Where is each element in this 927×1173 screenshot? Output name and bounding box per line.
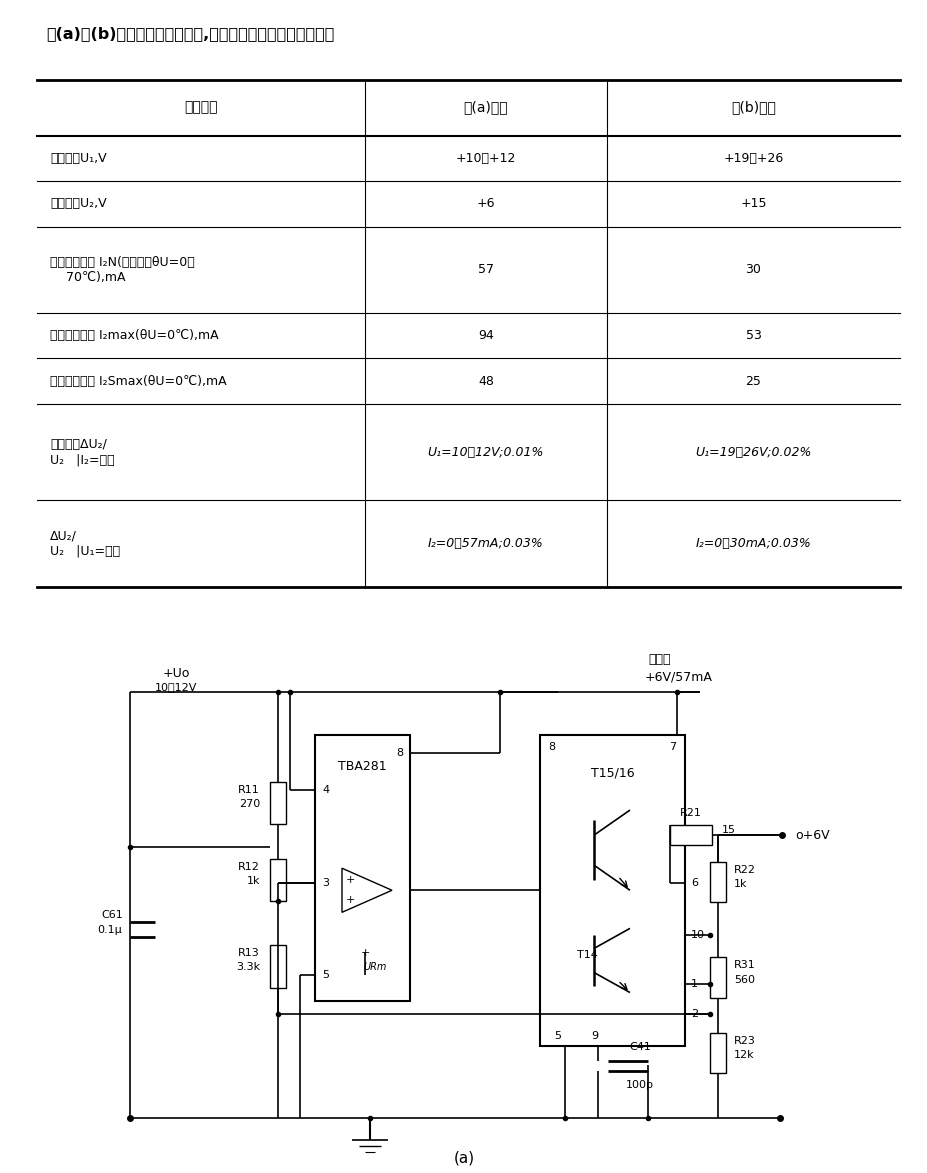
- Text: 10: 10: [691, 930, 705, 941]
- Text: 9: 9: [590, 1031, 598, 1040]
- Text: (a): (a): [453, 1151, 474, 1166]
- Text: +: +: [345, 875, 354, 886]
- Bar: [270, 782, 286, 825]
- Text: 3: 3: [322, 879, 329, 888]
- Bar: [709, 957, 725, 997]
- Text: 额定输出电流 I₂N(环境温度θU=0～
    70℃),mA: 额定输出电流 I₂N(环境温度θU=0～ 70℃),mA: [50, 256, 195, 284]
- Text: R11: R11: [238, 785, 260, 795]
- Text: 270: 270: [238, 799, 260, 809]
- Text: o+6V: o+6V: [794, 828, 829, 842]
- Text: I₂=0～57mA;0.03%: I₂=0～57mA;0.03%: [427, 537, 543, 550]
- Text: 4: 4: [322, 785, 329, 795]
- Text: 图(a)电路: 图(a)电路: [464, 101, 508, 115]
- Text: 图(a)和(b)示出两个类似的电路,其主要技术数据如下表所示。: 图(a)和(b)示出两个类似的电路,其主要技术数据如下表所示。: [45, 26, 334, 41]
- Text: 57: 57: [477, 263, 493, 277]
- Text: 最大短路电流 I₂Smax(θU=0℃),mA: 最大短路电流 I₂Smax(θU=0℃),mA: [50, 374, 226, 388]
- Text: 53: 53: [744, 330, 760, 343]
- Text: 48: 48: [477, 374, 493, 388]
- Text: 技术数据: 技术数据: [184, 101, 218, 115]
- Text: T14: T14: [577, 950, 597, 961]
- Text: 12k: 12k: [733, 1050, 754, 1059]
- Text: +15: +15: [740, 197, 766, 210]
- Text: 1k: 1k: [247, 876, 260, 887]
- Text: R23: R23: [733, 1036, 756, 1045]
- Text: I₂=0～30mA;0.03%: I₂=0～30mA;0.03%: [695, 537, 810, 550]
- Text: +10～+12: +10～+12: [455, 151, 515, 165]
- Text: 稳压值: 稳压值: [647, 653, 670, 666]
- Text: 3.3k: 3.3k: [235, 963, 260, 972]
- Bar: [270, 945, 286, 988]
- Text: 94: 94: [477, 330, 493, 343]
- Text: C41: C41: [629, 1042, 650, 1052]
- Text: R31: R31: [733, 961, 755, 970]
- Text: 560: 560: [733, 975, 755, 984]
- Text: 100p: 100p: [626, 1080, 654, 1090]
- Text: 6: 6: [691, 879, 697, 888]
- Text: ΔU₂/
U₂   |U₁=常数: ΔU₂/ U₂ |U₁=常数: [50, 529, 121, 557]
- Text: C61: C61: [101, 910, 123, 921]
- Text: TBA281: TBA281: [337, 760, 387, 773]
- Text: 稳压系数ΔU₂/
U₂   |I₂=常数: 稳压系数ΔU₂/ U₂ |I₂=常数: [50, 439, 115, 466]
- Text: 10～12V: 10～12V: [155, 682, 197, 692]
- Text: 8: 8: [548, 741, 555, 752]
- Bar: [669, 825, 711, 846]
- Text: +: +: [360, 949, 369, 958]
- Text: R12: R12: [238, 862, 260, 873]
- Text: 8: 8: [396, 748, 402, 758]
- Text: 输出电压U₂,V: 输出电压U₂,V: [50, 197, 107, 210]
- Text: 15: 15: [721, 825, 735, 835]
- Text: 最大输出电流 I₂max(θU=0℃),mA: 最大输出电流 I₂max(θU=0℃),mA: [50, 330, 219, 343]
- Text: 1k: 1k: [733, 880, 746, 889]
- Text: +: +: [345, 895, 354, 906]
- Text: +6: +6: [476, 197, 495, 210]
- Text: U₁=19～26V;0.02%: U₁=19～26V;0.02%: [694, 446, 811, 459]
- Text: +Uo: +Uo: [163, 667, 190, 680]
- Text: T15/16: T15/16: [590, 766, 634, 780]
- Text: URm: URm: [363, 963, 387, 972]
- Bar: [540, 734, 684, 1045]
- Text: 图(b)电路: 图(b)电路: [730, 101, 775, 115]
- Text: +6V/57mA: +6V/57mA: [644, 670, 712, 683]
- Text: 0.1μ: 0.1μ: [97, 925, 121, 935]
- Bar: [270, 859, 286, 901]
- Text: R21: R21: [679, 808, 701, 818]
- Text: 5: 5: [322, 970, 329, 981]
- Text: 30: 30: [744, 263, 760, 277]
- Bar: [709, 1032, 725, 1073]
- Text: 1: 1: [691, 978, 697, 989]
- Text: 输入电压U₁,V: 输入电压U₁,V: [50, 151, 107, 165]
- Text: +19～+26: +19～+26: [722, 151, 782, 165]
- Text: R13: R13: [238, 949, 260, 958]
- Bar: [605, 1057, 645, 1074]
- Text: 7: 7: [668, 741, 676, 752]
- Bar: [709, 862, 725, 902]
- Text: R22: R22: [733, 866, 756, 875]
- Text: 25: 25: [744, 374, 760, 388]
- Text: 2: 2: [691, 1009, 697, 1018]
- Text: 5: 5: [554, 1031, 561, 1040]
- Text: U₁=10～12V;0.01%: U₁=10～12V;0.01%: [427, 446, 543, 459]
- Bar: [314, 734, 410, 1001]
